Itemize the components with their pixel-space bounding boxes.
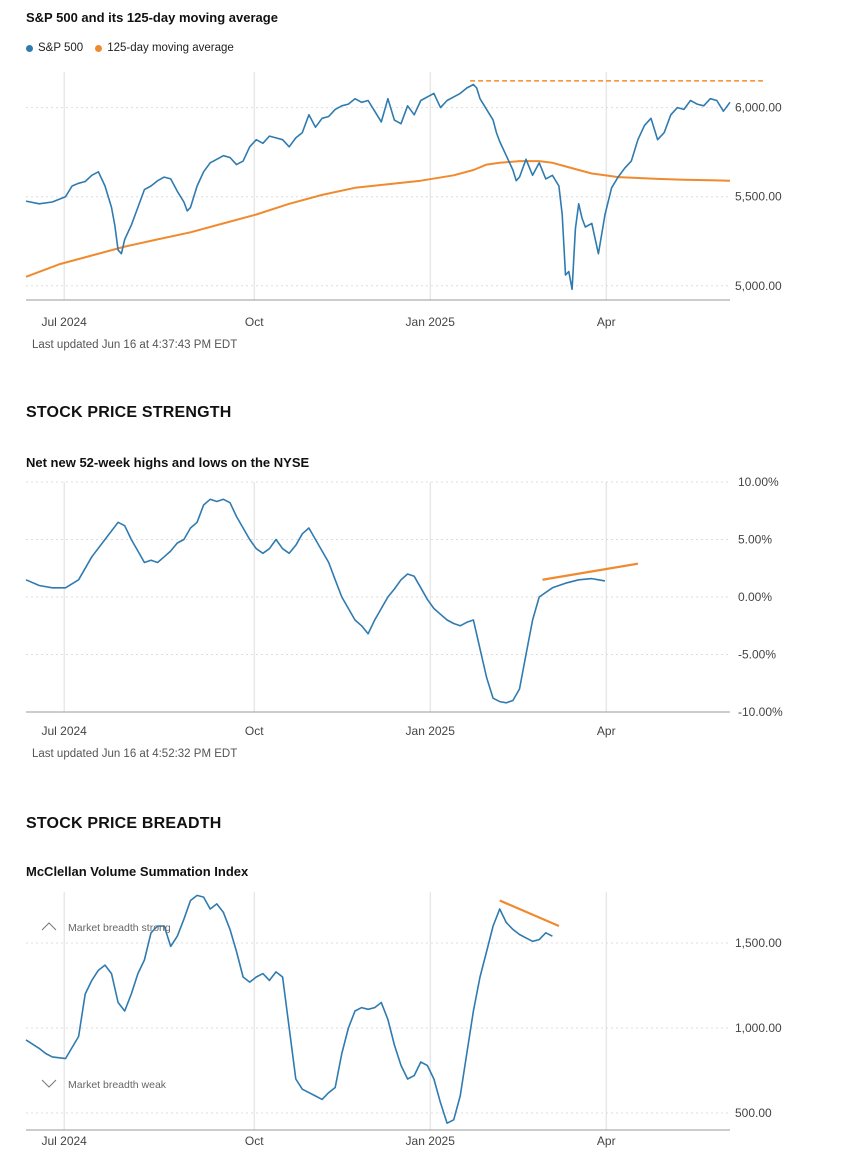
y-tick-label: 500.00 — [735, 1106, 772, 1120]
legend-dot-icon — [95, 44, 103, 52]
x-tick-label: Jul 2024 — [41, 315, 87, 329]
y-tick-label: 0.00% — [738, 590, 772, 604]
trend-line — [499, 899, 560, 928]
y-tick-label: 5,000.00 — [735, 279, 782, 293]
sp500-panel: S&P 500 and its 125-day moving average S… — [0, 0, 842, 370]
y-tick-label: 5.00% — [738, 533, 772, 547]
x-tick-label: Jan 2025 — [406, 1134, 456, 1148]
x-tick-label: Jan 2025 — [406, 724, 456, 738]
legend-label: S&P 500 — [38, 42, 84, 54]
chevron-down-icon — [41, 1079, 57, 1088]
y-tick-label: 10.00% — [738, 475, 779, 489]
breadth-strong-label: Market breadth strong — [68, 922, 171, 934]
y-tick-label: -5.00% — [738, 648, 776, 662]
breadth-weak-label: Market breadth weak — [68, 1079, 167, 1091]
y-tick-label: 6,000.00 — [735, 101, 782, 115]
x-tick-label: Jul 2024 — [41, 1134, 87, 1148]
chevron-up-icon — [41, 922, 57, 931]
section-heading-breadth: STOCK PRICE BREADTH — [26, 815, 222, 832]
chart-title: Net new 52-week highs and lows on the NY… — [26, 455, 310, 470]
x-tick-label: Apr — [597, 724, 616, 738]
section-heading-strength: STOCK PRICE STRENGTH — [26, 404, 232, 421]
x-tick-label: Apr — [597, 315, 616, 329]
x-tick-label: Oct — [245, 1134, 264, 1148]
y-tick-label: 1,000.00 — [735, 1021, 782, 1035]
strength-chart: Jul 2024 Oct Jan 2025 Apr 10.00% 5.00% 0.00% -5… — [25, 475, 783, 738]
x-tick-label: Oct — [245, 724, 264, 738]
x-tick-label: Jan 2025 — [406, 315, 456, 329]
chart-title: S&P 500 and its 125-day moving average — [26, 10, 278, 25]
y-tick-label: 1,500.00 — [735, 936, 782, 950]
series-line — [25, 160, 731, 278]
y-tick-label: -10.00% — [738, 705, 783, 719]
sp500-chart: Jul 2024 Oct Jan 2025 Apr 6,000.00 5,500.00 5,… — [25, 72, 782, 329]
trend-line — [542, 562, 639, 581]
legend-item-sp500: S&P 500 — [26, 42, 83, 54]
legend-label: 125-day moving average — [107, 42, 234, 54]
y-tick-label: 5,500.00 — [735, 190, 782, 204]
last-updated: Last updated Jun 16 at 4:52:32 PM EDT — [32, 748, 238, 760]
legend-item-ma: 125-day moving average — [95, 42, 234, 54]
last-updated: Last updated Jun 16 at 4:37:43 PM EDT — [32, 339, 238, 351]
chart-title: McClellan Volume Summation Index — [26, 864, 249, 879]
x-tick-label: Oct — [245, 315, 264, 329]
series-line — [25, 894, 553, 1124]
series-line — [25, 83, 731, 291]
legend-dot-icon — [26, 44, 33, 52]
series-line — [25, 498, 606, 704]
chart-legend: S&P 500 125-day moving average — [26, 42, 234, 54]
x-tick-label: Jul 2024 — [41, 724, 87, 738]
x-tick-label: Apr — [597, 1134, 616, 1148]
